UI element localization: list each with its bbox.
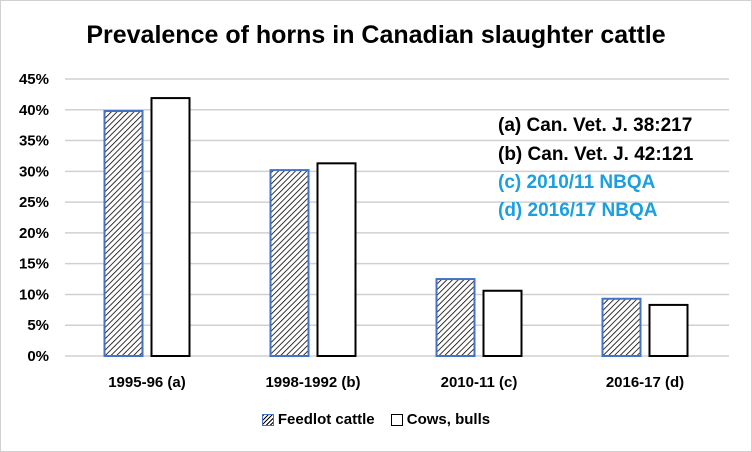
y-tick-label: 45% [19, 71, 49, 88]
y-tick-label: 20% [19, 225, 49, 242]
bar-cows-3 [648, 303, 689, 357]
bar-feedlot-0 [103, 110, 144, 357]
y-tick-label: 25% [19, 194, 49, 211]
y-tick-label: 15% [19, 256, 49, 273]
bar-cows-2 [482, 289, 523, 357]
annotation-d: (d) 2016/17 NBQA [498, 200, 658, 221]
y-tick-label: 35% [19, 133, 49, 150]
legend: Feedlot cattle Cows, bulls [1, 411, 751, 430]
bar-cows-0 [150, 97, 191, 358]
bar-cows-1 [316, 162, 357, 357]
bar-feedlot-2 [435, 278, 476, 357]
annotation-a: (a) Can. Vet. J. 38:217 [498, 115, 693, 136]
y-tick-label: 10% [19, 286, 49, 303]
y-tick-label: 0% [27, 348, 49, 365]
bar-feedlot-3 [601, 297, 642, 357]
y-tick-label: 30% [19, 163, 49, 180]
chart-title: Prevalence of horns in Canadian slaughte… [86, 21, 666, 49]
annotation-b: (b) Can. Vet. J. 42:121 [498, 144, 694, 165]
x-tick-label: 2016-17 (d) [606, 374, 684, 391]
legend-swatch-feedlot [261, 413, 274, 426]
x-tick-label: 1995-96 (a) [108, 374, 186, 391]
legend-item-feedlot: Feedlot cattle [261, 411, 375, 428]
y-tick-label: 5% [27, 317, 49, 334]
x-tick-label: 2010-11 (c) [441, 374, 518, 391]
legend-label-feedlot: Feedlot cattle [277, 411, 375, 428]
x-tick-label: 1998-1992 (b) [265, 374, 360, 391]
legend-item-cows: Cows, bulls [390, 411, 491, 428]
annotation-c: (c) 2010/11 NBQA [498, 172, 656, 193]
bar-feedlot-1 [269, 169, 310, 357]
legend-label-cows: Cows, bulls [406, 411, 491, 428]
legend-swatch-cows [390, 413, 403, 426]
y-tick-label: 40% [19, 102, 49, 119]
